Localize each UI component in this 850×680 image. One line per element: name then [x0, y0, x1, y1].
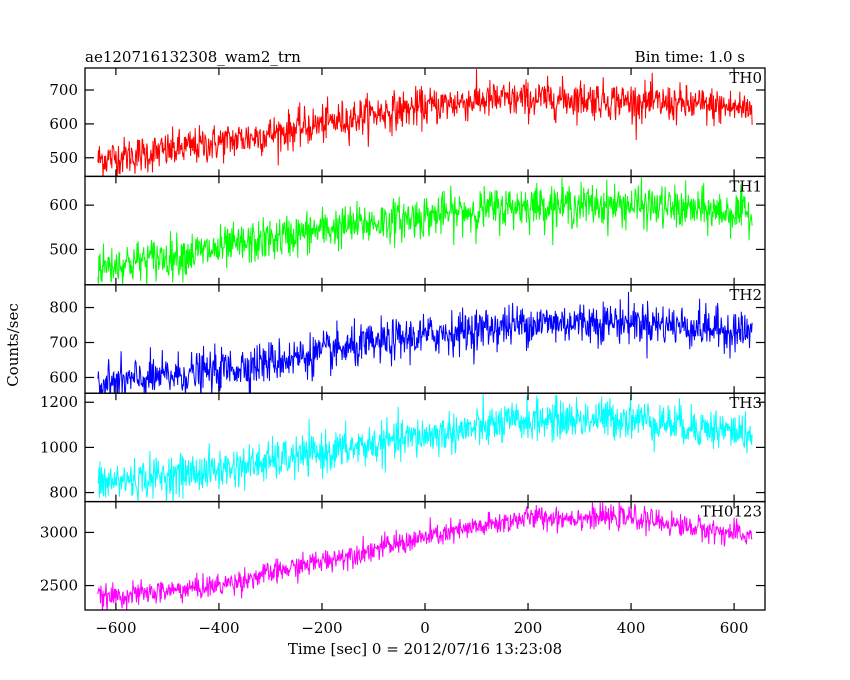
- x-axis-label: Time [sec] 0 = 2012/07/16 13:23:08: [288, 640, 562, 658]
- series-th1: [97, 176, 753, 285]
- series-th3: [97, 393, 753, 502]
- panel-frame: [84, 284, 766, 394]
- series-th0: [97, 69, 753, 177]
- y-tick-label: 500: [49, 240, 78, 258]
- panel-frame: [84, 67, 766, 178]
- x-tick-label: 600: [720, 619, 749, 637]
- y-tick-label: 600: [49, 368, 78, 386]
- panel-th1: 500 600 TH1: [49, 175, 766, 286]
- panel-label-th1: TH1: [729, 177, 762, 195]
- panel-th2: 600 700 800 TH2: [49, 284, 766, 394]
- bin-time-label: Bin time: 1.0 s: [635, 48, 745, 66]
- x-tick-label: 400: [617, 619, 646, 637]
- x-tick-label: −200: [301, 619, 342, 637]
- x-tick-label: 0: [420, 619, 430, 637]
- y-tick-label: 3000: [40, 523, 78, 541]
- y-tick-label: 500: [49, 149, 78, 167]
- chart-title: ae120716132308_wam2_trn: [85, 48, 301, 66]
- x-tick-label: 200: [514, 619, 543, 637]
- y-tick-label: 800: [49, 484, 78, 502]
- panel-label-th0123: TH0123: [701, 503, 762, 521]
- y-tick-label: 2500: [40, 577, 78, 595]
- series-th2: [97, 291, 753, 394]
- series-th0123: [97, 501, 753, 611]
- panel-label-th0: TH0: [729, 69, 762, 87]
- y-tick-label: 700: [49, 333, 78, 351]
- y-tick-label: 800: [49, 299, 78, 317]
- panel-label-th3: TH3: [729, 394, 762, 412]
- panel-label-th2: TH2: [729, 286, 762, 304]
- y-tick-label: 1000: [40, 438, 78, 456]
- x-tick-label: −400: [198, 619, 239, 637]
- panel-th0: 500 600 700 TH0: [49, 67, 766, 178]
- y-axis-label: Counts/sec: [4, 303, 22, 387]
- y-tick-label: 700: [49, 81, 78, 99]
- y-tick-label: 600: [49, 115, 78, 133]
- x-tick-label: −600: [95, 619, 136, 637]
- y-tick-label: 600: [49, 196, 78, 214]
- panel-th3: 800 1000 1200 TH3: [40, 392, 766, 503]
- panels: 500 600 700 TH0 500 600 TH1 600 700 800 TH2 800 1000…: [40, 67, 766, 637]
- panel-th0123: 2500 3000 TH0123: [40, 500, 766, 611]
- y-tick-label: 1200: [40, 393, 78, 411]
